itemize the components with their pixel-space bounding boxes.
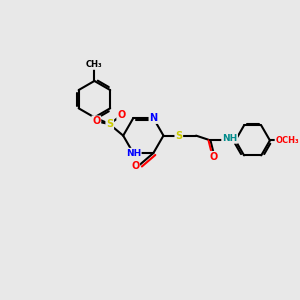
Text: CH₃: CH₃ [86,60,103,69]
Text: N: N [149,113,158,123]
Text: O: O [209,152,218,162]
Text: O: O [92,116,100,126]
Text: O: O [131,161,139,172]
Text: O: O [117,110,125,119]
Text: OCH₃: OCH₃ [275,136,299,145]
Text: S: S [175,130,182,141]
Text: NH: NH [126,148,141,158]
Text: NH: NH [222,134,237,143]
Text: S: S [106,119,113,129]
